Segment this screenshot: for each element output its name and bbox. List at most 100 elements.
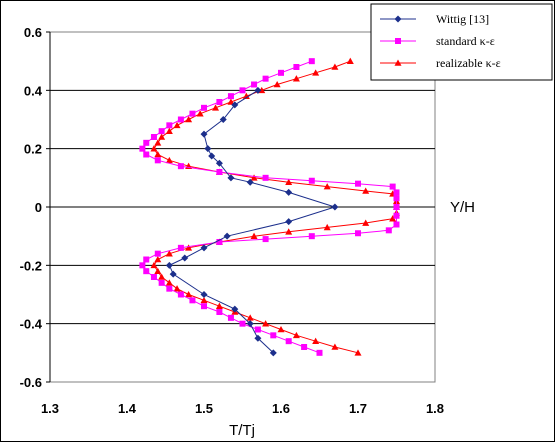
data-point bbox=[323, 223, 331, 231]
data-point bbox=[242, 92, 250, 99]
data-point bbox=[292, 331, 300, 339]
data-point bbox=[158, 273, 166, 280]
data-point bbox=[285, 338, 292, 345]
legend-marker bbox=[395, 38, 401, 44]
x-tick-label: 1.6 bbox=[272, 401, 290, 416]
data-point bbox=[262, 236, 269, 243]
data-point bbox=[346, 57, 354, 64]
data-point bbox=[215, 302, 223, 309]
data-point bbox=[293, 64, 300, 70]
data-point bbox=[215, 159, 223, 167]
data-point bbox=[185, 244, 193, 251]
data-point bbox=[177, 291, 184, 298]
data-point bbox=[355, 230, 361, 237]
data-point bbox=[169, 270, 177, 278]
data-point bbox=[143, 151, 150, 158]
data-point bbox=[389, 215, 397, 222]
data-point bbox=[270, 332, 277, 339]
data-point bbox=[150, 274, 157, 280]
data-point bbox=[158, 128, 165, 135]
data-point bbox=[196, 110, 204, 117]
legend-label: Wittig [13] bbox=[436, 12, 489, 26]
data-point bbox=[354, 349, 362, 356]
data-point bbox=[173, 121, 181, 129]
data-point bbox=[285, 178, 293, 186]
series-triangle bbox=[150, 57, 400, 356]
data-point bbox=[139, 145, 146, 152]
data-point bbox=[165, 261, 173, 269]
data-point bbox=[216, 309, 223, 315]
y-tick-label: 0.6 bbox=[24, 25, 42, 40]
data-point bbox=[239, 320, 246, 327]
data-point bbox=[154, 157, 161, 164]
data-point bbox=[177, 244, 184, 251]
data-point bbox=[177, 163, 184, 170]
data-point bbox=[166, 285, 173, 292]
data-point bbox=[201, 303, 207, 310]
data-point bbox=[204, 145, 212, 153]
data-point bbox=[285, 228, 293, 235]
data-point bbox=[150, 134, 157, 140]
data-point bbox=[212, 104, 220, 111]
y-tick-label: -0.2 bbox=[20, 258, 42, 273]
y-tick-label: -0.4 bbox=[20, 317, 43, 332]
data-point bbox=[227, 314, 234, 321]
data-point bbox=[301, 344, 308, 350]
data-point bbox=[250, 174, 258, 181]
x-tick-label: 1.4 bbox=[118, 401, 137, 416]
data-point bbox=[158, 133, 166, 140]
data-point bbox=[177, 116, 184, 123]
data-point bbox=[154, 139, 162, 146]
data-point bbox=[273, 81, 281, 88]
series-square bbox=[139, 58, 400, 356]
data-point bbox=[208, 152, 216, 160]
data-point bbox=[150, 261, 158, 269]
data-point bbox=[254, 334, 262, 342]
data-point bbox=[292, 75, 300, 82]
data-point bbox=[323, 183, 331, 190]
x-axis-title: T/Tj bbox=[229, 422, 255, 439]
data-point bbox=[216, 239, 223, 245]
data-point bbox=[227, 98, 235, 105]
data-point bbox=[254, 86, 262, 94]
series-diamond bbox=[165, 86, 339, 357]
data-point bbox=[216, 169, 223, 175]
x-tick-label: 1.8 bbox=[426, 401, 444, 416]
data-point bbox=[227, 93, 234, 100]
legend-marker bbox=[394, 15, 402, 23]
data-point bbox=[308, 233, 315, 240]
data-point bbox=[316, 349, 323, 356]
data-point bbox=[200, 244, 208, 252]
x-tick-label: 1.7 bbox=[349, 401, 367, 416]
data-point bbox=[165, 279, 173, 286]
data-point bbox=[165, 250, 173, 257]
data-point bbox=[143, 139, 150, 146]
data-point bbox=[251, 81, 258, 88]
data-point bbox=[393, 189, 400, 196]
data-point bbox=[173, 285, 181, 292]
data-point bbox=[200, 296, 208, 304]
data-point bbox=[355, 180, 361, 187]
data-point bbox=[239, 87, 246, 94]
legend-item: standard κ-ε bbox=[380, 34, 495, 48]
data-point bbox=[200, 291, 208, 298]
data-point bbox=[262, 75, 269, 82]
data-point bbox=[393, 195, 400, 202]
data-point bbox=[312, 337, 320, 344]
data-point bbox=[219, 116, 227, 123]
legend: Wittig [13] standard κ-ε realizable κ-ε bbox=[370, 3, 553, 81]
y-axis-title: Y/H bbox=[450, 199, 475, 216]
data-point bbox=[250, 232, 258, 239]
data-point bbox=[185, 116, 193, 123]
data-point bbox=[227, 174, 235, 182]
data-point bbox=[389, 183, 396, 190]
data-point bbox=[278, 69, 284, 76]
data-point bbox=[154, 250, 161, 257]
data-point bbox=[158, 279, 165, 286]
data-point bbox=[285, 218, 293, 226]
series-layer bbox=[139, 57, 400, 357]
y-tick-label: 0.4 bbox=[24, 83, 43, 98]
data-point bbox=[393, 221, 400, 228]
data-point bbox=[223, 232, 231, 240]
